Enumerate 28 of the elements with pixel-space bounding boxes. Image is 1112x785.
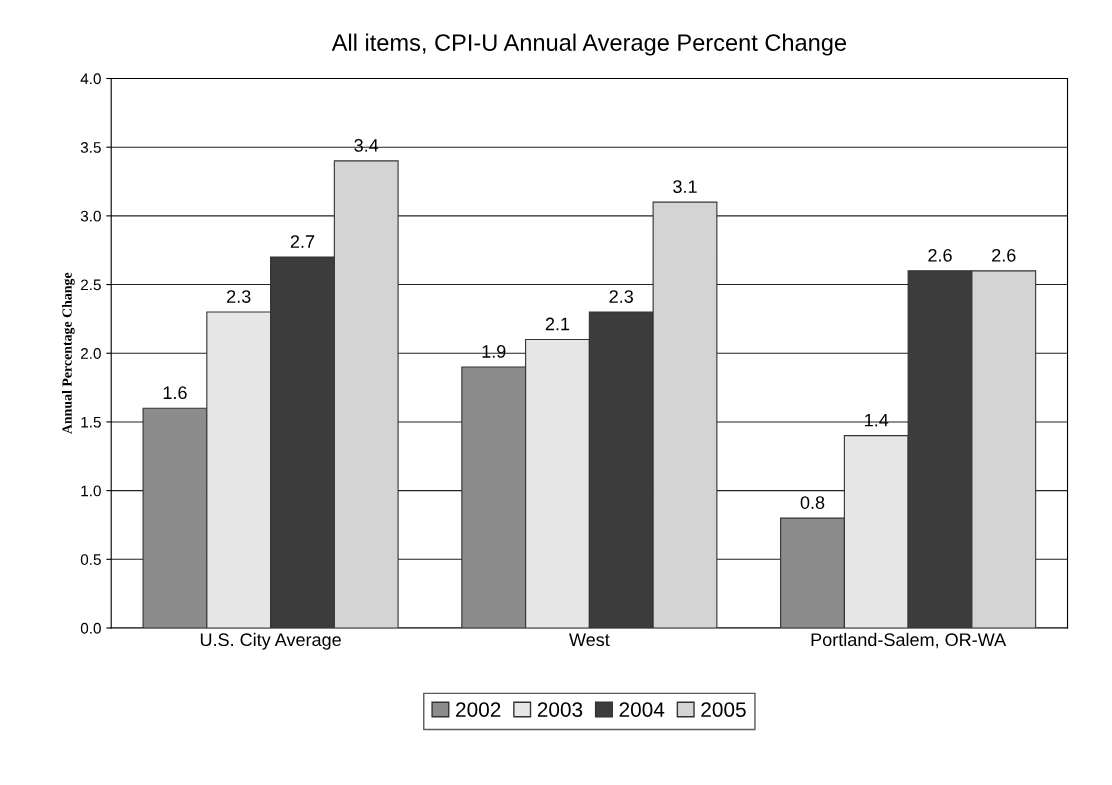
x-tick-label: West bbox=[569, 633, 610, 647]
y-tick-label: 0.0 bbox=[80, 622, 101, 634]
legend-label: 2002 bbox=[456, 702, 501, 717]
y-tick-label: 1.5 bbox=[81, 416, 101, 428]
y-tick-label: 4.0 bbox=[80, 73, 101, 85]
data-label: 3.1 bbox=[673, 180, 697, 194]
data-label: 1.6 bbox=[163, 386, 187, 400]
legend-label: 2003 bbox=[537, 702, 583, 717]
legend-label: 2005 bbox=[701, 702, 746, 717]
data-label: 2.1 bbox=[545, 317, 570, 331]
data-label: 1.4 bbox=[865, 413, 889, 427]
legend-label: 2004 bbox=[619, 702, 665, 717]
y-tick-label: 3.0 bbox=[80, 210, 101, 222]
y-tick-label: 3.5 bbox=[80, 142, 101, 153]
data-label: 2.6 bbox=[928, 248, 952, 262]
y-tick-label: 1.0 bbox=[81, 485, 101, 497]
x-tick-label: Portland-Salem, OR-WA bbox=[811, 632, 1007, 649]
x-tick-label: U.S. City Average bbox=[200, 632, 341, 650]
data-label: 2.3 bbox=[227, 290, 251, 303]
y-tick-label: 0.5 bbox=[80, 554, 101, 565]
y-tick-label: 2.0 bbox=[81, 348, 101, 359]
chart-title: All items, CPI-U Annual Average Percent Change bbox=[331, 33, 847, 56]
data-label: 2.7 bbox=[290, 235, 315, 248]
data-label: 2.6 bbox=[992, 248, 1016, 262]
data-label: 0.8 bbox=[800, 496, 825, 509]
y-axis-title: Annual Percentage Change bbox=[61, 272, 75, 435]
data-label: 2.3 bbox=[609, 290, 633, 303]
y-tick-label: 2.5 bbox=[81, 279, 101, 291]
